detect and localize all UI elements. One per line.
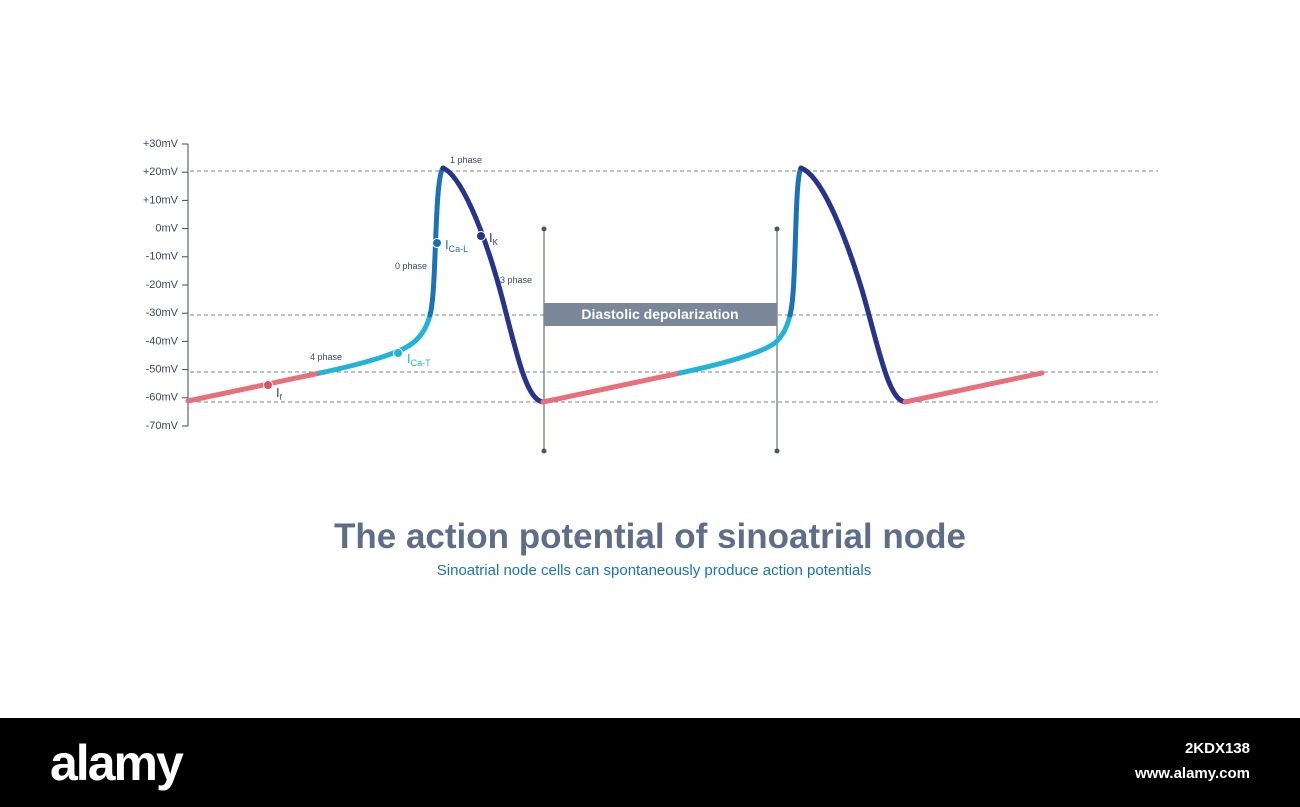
current-main: I	[489, 230, 493, 245]
label-box	[544, 303, 777, 326]
footer-logo: alamy	[50, 735, 184, 791]
action-potential-curve	[185, 165, 1045, 405]
current-sub: Ca-T	[411, 358, 432, 368]
current-sub: f	[280, 393, 283, 402]
marker-dot	[774, 448, 780, 454]
current-dot	[432, 238, 442, 248]
curve-segment	[427, 165, 446, 318]
marker-dot	[541, 226, 547, 232]
marker-dot	[774, 226, 780, 232]
axis-label: -60mV	[146, 392, 179, 404]
axis-label: -70mV	[146, 420, 179, 432]
current-label: If	[276, 385, 283, 402]
curve-segment	[317, 312, 433, 376]
curve-segment	[677, 312, 793, 376]
current-main: I	[276, 385, 280, 400]
marker-dot	[541, 448, 547, 454]
current-main: I	[445, 237, 449, 252]
axis-label: -30mV	[146, 307, 179, 319]
current-label: IK	[489, 230, 499, 247]
current-main: I	[407, 351, 411, 366]
axis-label: +10mV	[143, 194, 179, 206]
axis-label: -20mV	[146, 279, 179, 291]
curve-segment	[902, 370, 1045, 405]
title: The action potential of sinoatrial node	[334, 517, 966, 556]
curve-segment	[540, 370, 683, 405]
interval-markers: Diastolic depolarization	[541, 226, 780, 454]
current-dot	[263, 380, 273, 390]
current-label: ICa-T	[407, 351, 431, 368]
axis-label: +20mV	[143, 166, 179, 178]
phase-label: 3 phase	[500, 275, 532, 285]
curve-segment	[185, 370, 323, 404]
box-label: Diastolic depolarization	[581, 306, 738, 322]
annotations: 1 phase 0 phase 3 phase 4 phase ICa-L IK…	[276, 155, 532, 402]
axis-label: 0mV	[155, 223, 178, 235]
phase-label: 0 phase	[395, 261, 427, 271]
axis-label: -40mV	[146, 335, 179, 347]
axis-label: -50mV	[146, 364, 179, 376]
curve-segment	[787, 165, 804, 318]
current-label: ICa-L	[445, 237, 468, 254]
y-axis: +30mV +20mV +10mV 0mV -10mV -20mV -30mV -40mV -5…	[143, 138, 189, 432]
curve-segment	[440, 165, 546, 405]
axis-label: +30mV	[143, 138, 179, 150]
current-sub: K	[493, 238, 499, 247]
current-sub: Ca-L	[449, 244, 469, 254]
phase-label: 1 phase	[450, 155, 482, 165]
axis-label: -10mV	[146, 251, 179, 263]
current-dot	[393, 348, 403, 358]
current-dot	[476, 231, 486, 241]
image-id: 2KDX138	[1185, 740, 1250, 757]
footer-bar	[0, 718, 1300, 807]
footer-url: www.alamy.com	[1134, 765, 1250, 782]
curve-segment	[798, 165, 908, 405]
phase-label: 4 phase	[310, 352, 342, 362]
subtitle: Sinoatrial node cells can spontaneously …	[437, 562, 871, 579]
